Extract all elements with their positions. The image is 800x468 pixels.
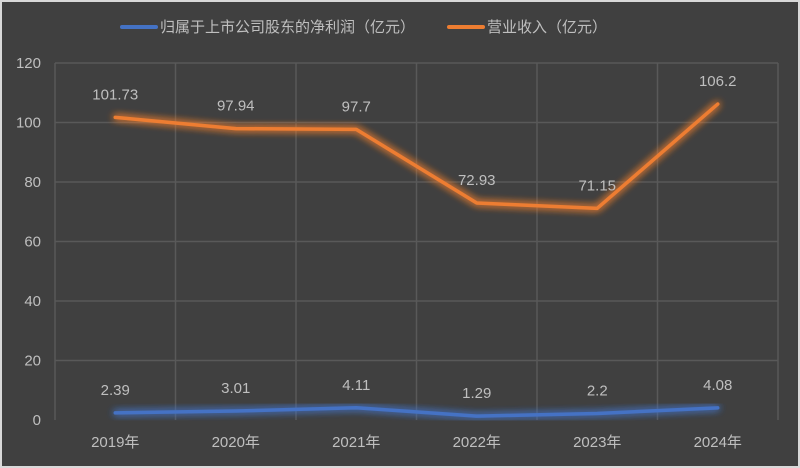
y-tick-label: 20 xyxy=(24,353,41,370)
y-axis-ticks: 0 20 40 60 80 100 120 xyxy=(16,55,41,429)
series-lines xyxy=(113,102,720,418)
data-label: 97.94 xyxy=(217,98,255,115)
x-tick-label: 2019年 xyxy=(91,434,139,451)
data-label: 106.2 xyxy=(699,73,737,90)
y-tick-label: 0 xyxy=(33,412,41,429)
data-label: 3.01 xyxy=(221,380,250,397)
data-label: 1.29 xyxy=(462,385,491,402)
legend-label-revenue: 营业收入（亿元） xyxy=(487,18,607,36)
data-label: 2.39 xyxy=(101,382,130,399)
gridlines xyxy=(54,62,779,420)
y-tick-label: 80 xyxy=(24,174,41,191)
data-label: 72.93 xyxy=(458,172,496,189)
legend: 归属于上市公司股东的净利润（亿元） 营业收入（亿元） xyxy=(120,18,607,36)
x-tick-label: 2023年 xyxy=(573,434,621,451)
y-tick-label: 60 xyxy=(24,234,41,251)
x-tick-label: 2020年 xyxy=(212,434,260,451)
y-tick-label: 120 xyxy=(16,55,41,72)
data-label: 4.08 xyxy=(703,377,732,394)
y-tick-label: 100 xyxy=(16,115,41,132)
data-label: 4.11 xyxy=(342,377,370,394)
data-label: 71.15 xyxy=(578,177,616,194)
x-tick-label: 2021年 xyxy=(332,434,380,451)
data-label: 101.73 xyxy=(92,86,138,103)
revenue-line xyxy=(113,102,720,211)
x-axis-ticks: 2019年 2020年 2021年 2022年 2023年 2024年 xyxy=(91,434,742,451)
net-profit-line xyxy=(113,406,720,418)
y-tick-label: 40 xyxy=(24,293,41,310)
legend-label-net-profit: 归属于上市公司股东的净利润（亿元） xyxy=(160,18,415,36)
data-labels: 2.39 3.01 4.11 1.29 2.2 4.08 101.73 97.94 97.7 72… xyxy=(92,73,736,402)
x-tick-label: 2022年 xyxy=(453,434,501,451)
data-label: 97.7 xyxy=(342,98,371,115)
x-tick-label: 2024年 xyxy=(694,434,742,451)
data-label: 2.2 xyxy=(587,382,608,399)
